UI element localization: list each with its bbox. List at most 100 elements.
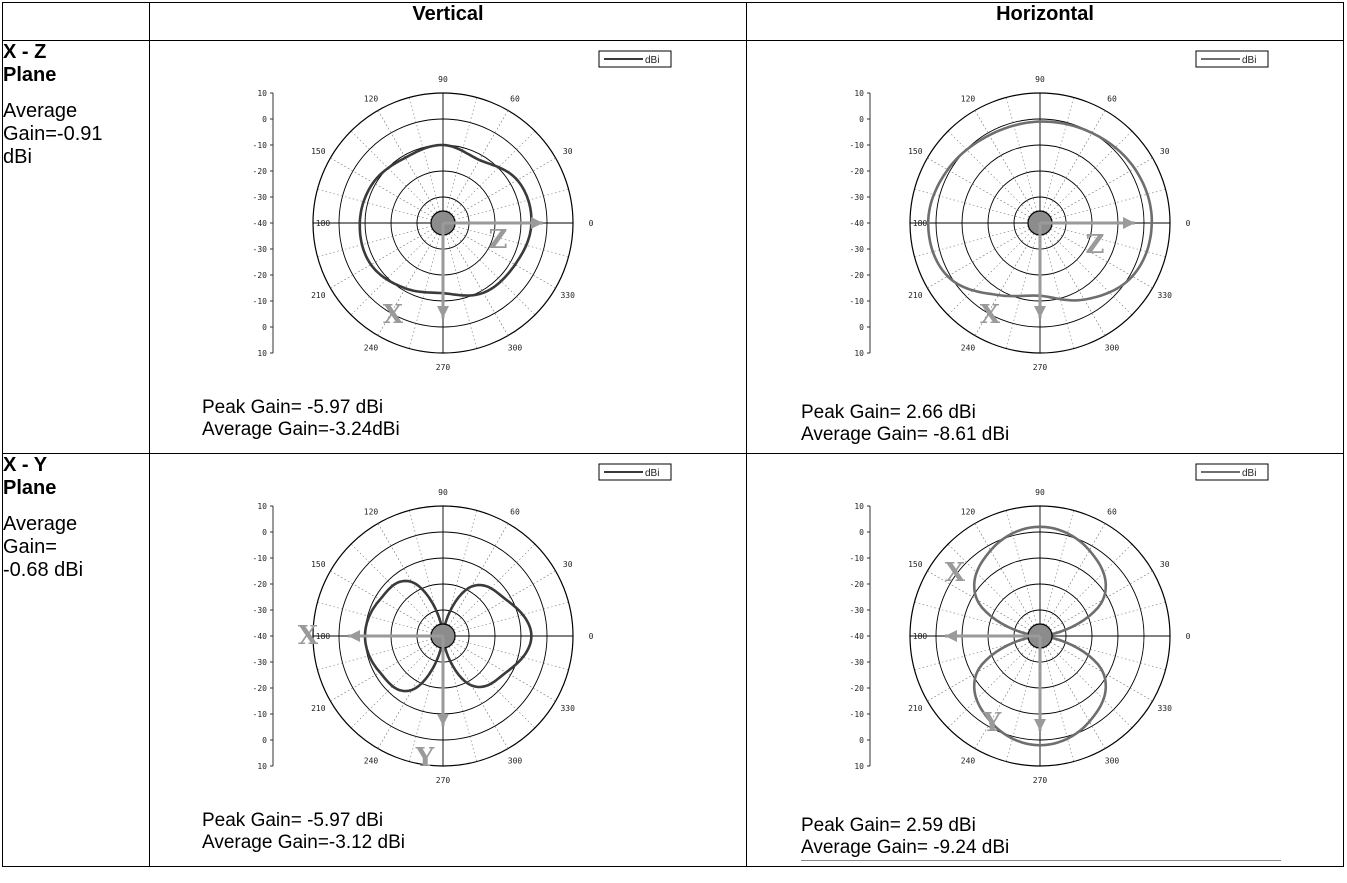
angle-label: 120 bbox=[364, 94, 379, 103]
legend-label: dBi bbox=[1242, 55, 1256, 66]
radial-scale-label: -20 bbox=[850, 684, 865, 693]
xy-horizontal-cell: 10 0 -10 -20 -30 -40 -30 -20 -10 0 10 0 30 60 90 120 150… bbox=[746, 453, 1344, 867]
axis-arrow-head bbox=[1034, 306, 1046, 318]
angle-label: 60 bbox=[1107, 94, 1117, 103]
radial-scale-label: 0 bbox=[262, 528, 267, 537]
grid-spoke bbox=[442, 157, 556, 224]
grid-spoke bbox=[974, 523, 1041, 637]
grid-spoke bbox=[1039, 635, 1133, 729]
grid-spoke bbox=[1006, 635, 1041, 762]
grid-spoke bbox=[409, 222, 444, 349]
grid-spoke bbox=[947, 635, 1041, 729]
grid-spoke bbox=[1039, 510, 1074, 637]
angle-label: 30 bbox=[1160, 147, 1170, 156]
angle-label: 60 bbox=[1107, 507, 1117, 516]
angle-label: 150 bbox=[311, 147, 326, 156]
grid-spoke bbox=[350, 543, 444, 637]
grid-spoke bbox=[1039, 635, 1106, 749]
radial-scale-label: 10 bbox=[257, 349, 267, 358]
angle-label: 300 bbox=[1105, 344, 1120, 353]
angle-label: 240 bbox=[961, 757, 976, 766]
grid-spoke bbox=[1039, 222, 1106, 336]
angle-label: 60 bbox=[510, 94, 520, 103]
grid-spoke bbox=[947, 130, 1041, 224]
radial-scale-label: -30 bbox=[850, 245, 865, 254]
angle-label: 90 bbox=[438, 488, 448, 497]
axis-letter: X bbox=[298, 621, 319, 651]
angle-label: 30 bbox=[563, 147, 573, 156]
axis-arrow-head bbox=[1123, 217, 1135, 229]
radial-scale-label: -10 bbox=[850, 710, 865, 719]
radial-scale-label: -10 bbox=[850, 141, 865, 150]
angle-label: 330 bbox=[560, 291, 575, 300]
radial-scale-label: 10 bbox=[854, 762, 864, 771]
xz-vertical-polar-plot: 10 0 -10 -20 -30 -40 -30 -20 -10 0 10 0 30 60 90 120 150… bbox=[253, 50, 672, 372]
grid-spoke bbox=[409, 97, 444, 224]
grid-spoke bbox=[1006, 510, 1041, 637]
plane-average-gain: Average Gain=-0.91 dBi bbox=[3, 100, 103, 168]
grid-spoke bbox=[330, 222, 444, 289]
grid-spoke bbox=[1039, 543, 1133, 637]
plane-average-gain: Average Gain= -0.68 dBi bbox=[3, 513, 84, 581]
pattern-curve bbox=[926, 120, 1154, 302]
grid-spoke bbox=[317, 602, 444, 637]
radial-scale-label: -30 bbox=[850, 658, 865, 667]
axis-arrow-head bbox=[945, 630, 957, 642]
peak-gain-text: Peak Gain= -5.97 dBi bbox=[202, 397, 384, 418]
axis-letter: Z bbox=[1086, 230, 1105, 260]
axis-arrow-head bbox=[437, 714, 449, 726]
angle-label: 0 bbox=[589, 632, 594, 641]
xy-horizontal-polar-plot: 10 0 -10 -20 -30 -40 -30 -20 -10 0 10 0 30 60 90 120 150… bbox=[850, 463, 1269, 785]
grid-spoke bbox=[409, 635, 444, 762]
grid-spoke bbox=[1039, 570, 1153, 637]
radial-scale-label: -10 bbox=[850, 297, 865, 306]
angle-label: 0 bbox=[1186, 219, 1191, 228]
grid-spoke bbox=[442, 570, 556, 637]
xz-horizontal-polar-plot: 10 0 -10 -20 -30 -40 -30 -20 -10 0 10 0 30 60 90 120 150… bbox=[850, 50, 1269, 372]
legend-label: dBi bbox=[645, 55, 659, 66]
grid-spoke bbox=[442, 130, 536, 224]
angle-label: 0 bbox=[1186, 632, 1191, 641]
radial-scale-label: -40 bbox=[253, 219, 268, 228]
angle-label: 180 bbox=[316, 219, 331, 228]
grid-spoke bbox=[377, 110, 444, 224]
radial-scale-label: 0 bbox=[262, 736, 267, 745]
angle-label: 150 bbox=[311, 560, 326, 569]
grid-spoke bbox=[1039, 602, 1166, 637]
radial-scale-label: 0 bbox=[859, 736, 864, 745]
angle-label: 90 bbox=[1035, 488, 1045, 497]
axis-letter: X bbox=[980, 300, 1001, 330]
grid-spoke bbox=[442, 222, 556, 289]
angle-label: 60 bbox=[510, 507, 520, 516]
grid-spoke bbox=[330, 570, 444, 637]
angle-label: 180 bbox=[913, 219, 928, 228]
divider bbox=[801, 860, 1281, 861]
average-gain-text: Average Gain= -8.61 dBi bbox=[801, 424, 1010, 445]
axis-letter: X bbox=[945, 558, 966, 588]
grid-spoke bbox=[442, 222, 536, 316]
plane-title: X - Z Plane bbox=[3, 41, 57, 86]
peak-gain-text: Peak Gain= 2.59 dBi bbox=[801, 815, 976, 836]
peak-gain-text: Peak Gain= -5.97 dBi bbox=[202, 810, 384, 831]
grid-spoke bbox=[377, 222, 444, 336]
angle-label: 300 bbox=[508, 757, 523, 766]
xz-horizontal-cell: 10 0 -10 -20 -30 -40 -30 -20 -10 0 10 0 30 60 90 120 150… bbox=[746, 40, 1344, 454]
angle-label: 120 bbox=[961, 94, 976, 103]
radial-scale-label: -40 bbox=[253, 632, 268, 641]
average-gain-text: Average Gain=-3.12 dBi bbox=[202, 832, 405, 853]
grid-spoke bbox=[1039, 523, 1106, 637]
axis-letter: Y bbox=[982, 708, 1002, 738]
angle-label: 300 bbox=[508, 344, 523, 353]
angle-label: 90 bbox=[438, 75, 448, 84]
angle-label: 270 bbox=[436, 776, 451, 785]
angle-label: 240 bbox=[364, 757, 379, 766]
grid-spoke bbox=[442, 510, 477, 637]
radial-scale-label: -20 bbox=[253, 580, 268, 589]
angle-label: 210 bbox=[311, 704, 326, 713]
axis-arrow-head bbox=[531, 217, 543, 229]
grid-spoke bbox=[442, 97, 477, 224]
grid-spoke bbox=[1039, 222, 1153, 289]
grid-spoke bbox=[947, 543, 1041, 637]
angle-label: 300 bbox=[1105, 757, 1120, 766]
radial-scale-label: -10 bbox=[253, 297, 268, 306]
